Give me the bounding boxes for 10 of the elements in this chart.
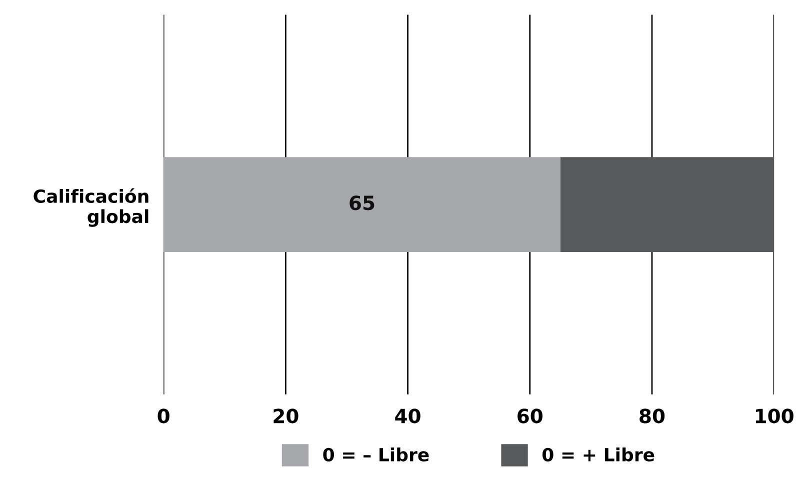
data-label: 65 (350, 196, 374, 210)
x-tick-label: 80 (640, 408, 665, 424)
legend-label: 0 = + Libre (542, 448, 654, 462)
legend-label: 0 = – Libre (323, 448, 429, 462)
x-tick-label: 100 (756, 408, 794, 424)
x-tick-label: 60 (518, 408, 542, 424)
x-tick-label: 40 (395, 408, 420, 424)
x-tick-label: 20 (274, 408, 298, 424)
x-tick-label: 0 (158, 408, 170, 424)
y-tick-label: Calificación global (34, 188, 148, 227)
